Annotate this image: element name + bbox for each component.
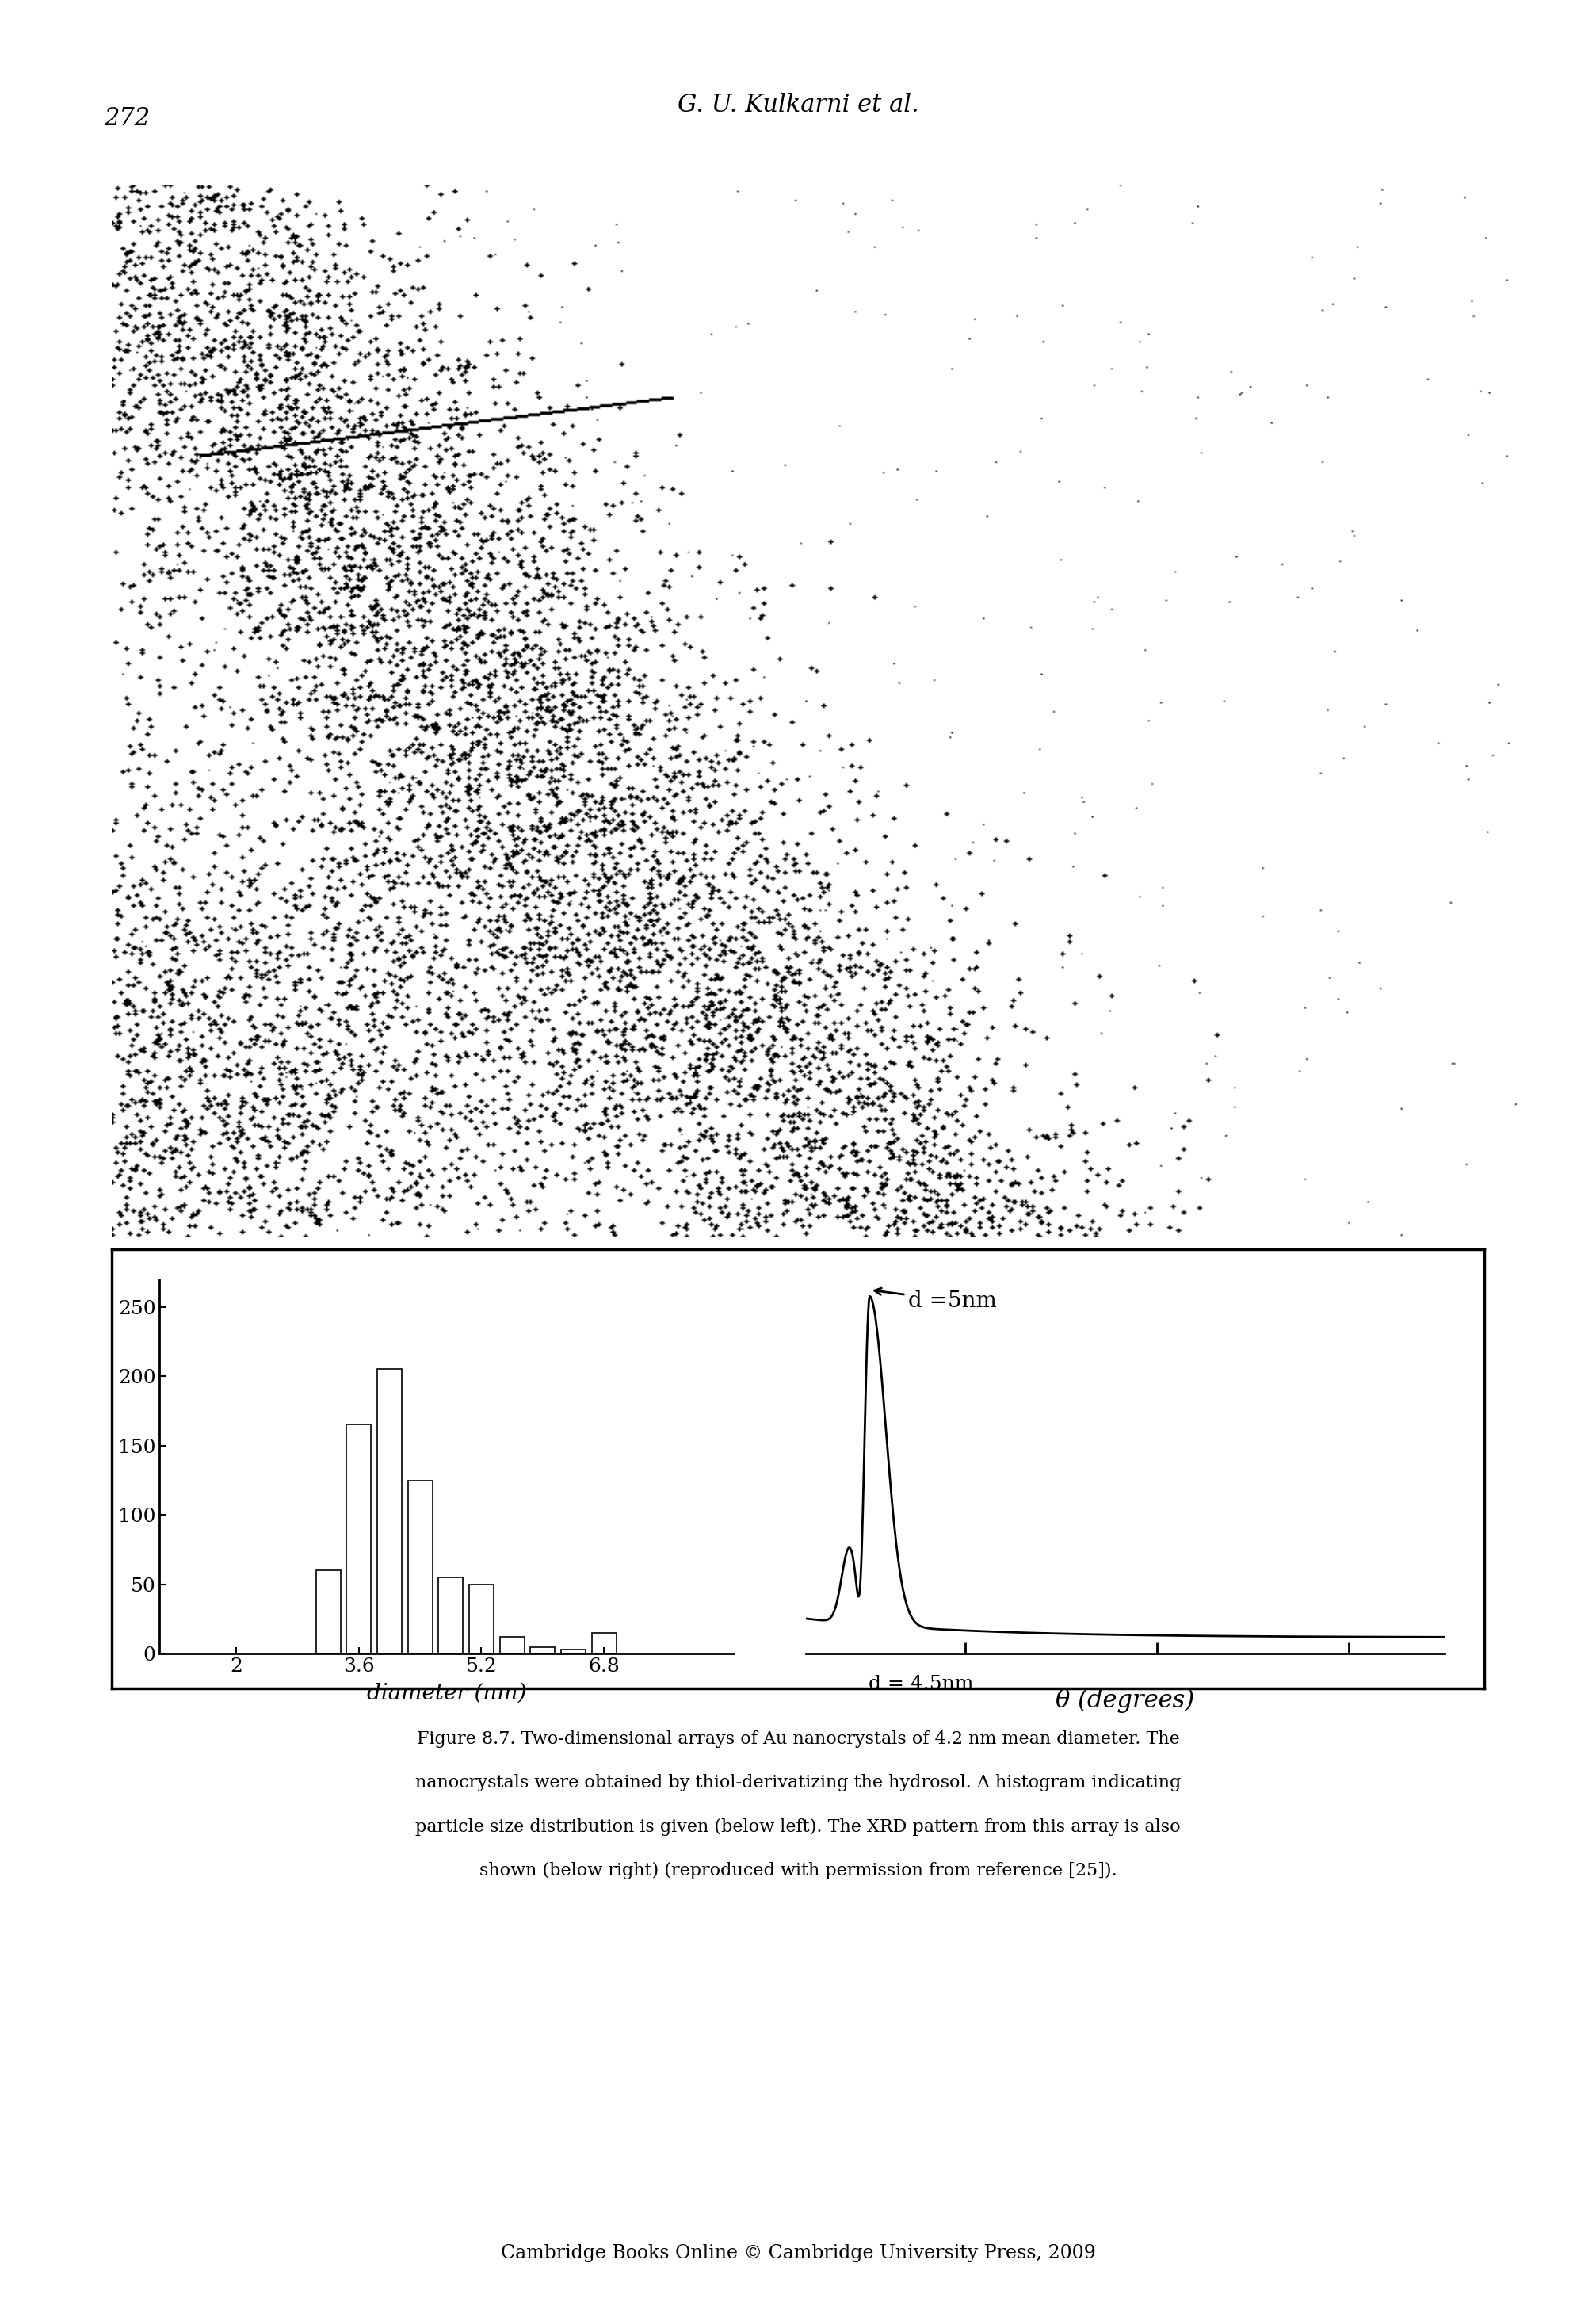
Bar xyxy=(439,1577,463,1654)
Text: d =5nm: d =5nm xyxy=(875,1288,998,1311)
Bar xyxy=(592,1633,616,1654)
Bar xyxy=(377,1369,402,1654)
Bar xyxy=(530,1647,555,1654)
Bar xyxy=(346,1425,370,1654)
Text: particle size distribution is given (below left). The XRD pattern from this arra: particle size distribution is given (bel… xyxy=(415,1818,1181,1837)
Text: Cambridge Books Online © Cambridge University Press, 2009: Cambridge Books Online © Cambridge Unive… xyxy=(501,2244,1095,2262)
Text: d = 4.5nm: d = 4.5nm xyxy=(868,1675,974,1693)
Text: 272: 272 xyxy=(104,106,150,132)
Text: G. U. Kulkarni et al.: G. U. Kulkarni et al. xyxy=(677,93,919,118)
X-axis label: θ (degrees): θ (degrees) xyxy=(1057,1688,1194,1714)
Text: shown (below right) (reproduced with permission from reference [25]).: shown (below right) (reproduced with per… xyxy=(479,1862,1117,1880)
Bar xyxy=(500,1638,523,1654)
Bar xyxy=(409,1480,433,1654)
Text: Figure 8.7. Two-dimensional arrays of Au nanocrystals of 4.2 nm mean diameter. T: Figure 8.7. Two-dimensional arrays of Au… xyxy=(417,1730,1179,1749)
Bar xyxy=(562,1649,586,1654)
X-axis label: diameter (nm): diameter (nm) xyxy=(367,1682,527,1705)
Bar xyxy=(316,1571,340,1654)
Text: nanocrystals were obtained by thiol-derivatizing the hydrosol. A histogram indic: nanocrystals were obtained by thiol-deri… xyxy=(415,1774,1181,1793)
Bar xyxy=(469,1584,493,1654)
